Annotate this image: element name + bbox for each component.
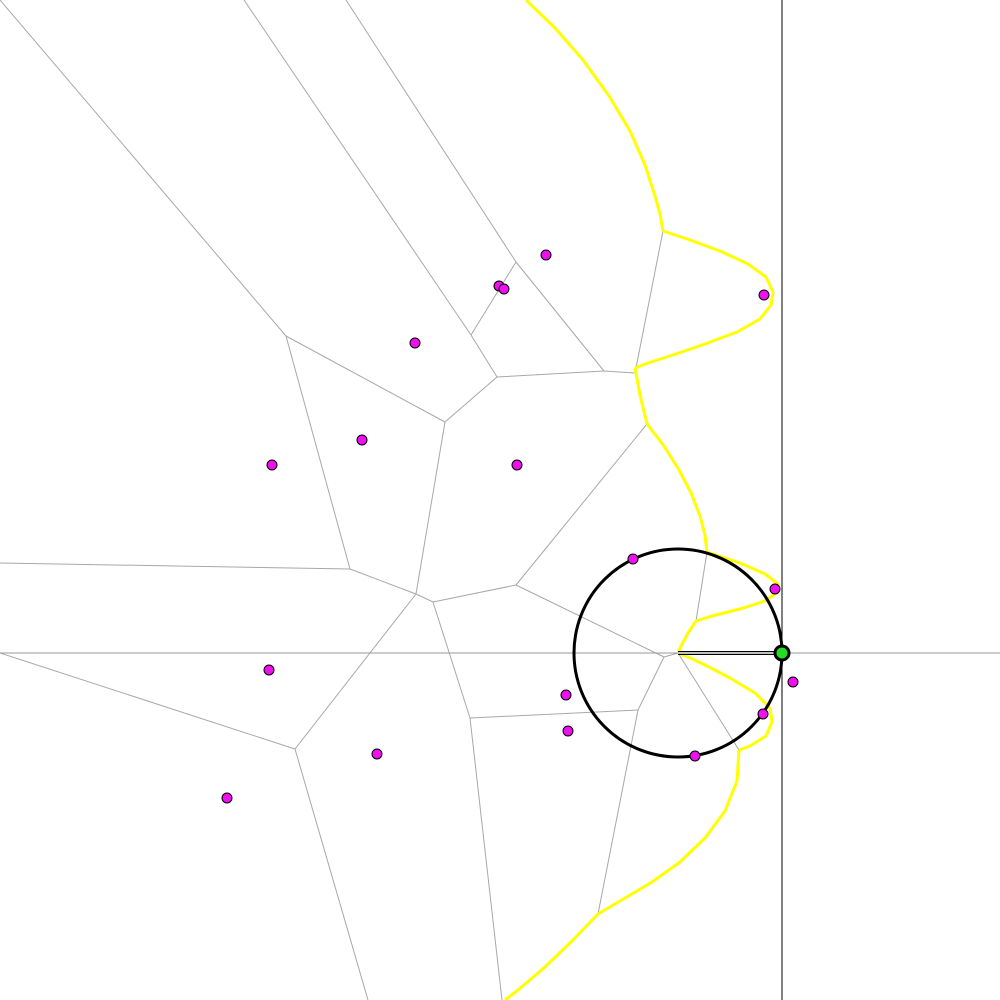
beach-line-arc: [677, 651, 774, 752]
voronoi-edge: [349, 568, 417, 595]
voronoi-edge: [597, 709, 639, 915]
voronoi-edge: [663, 652, 679, 658]
site-point: [266, 459, 278, 471]
voronoi-edge: [432, 584, 517, 603]
voronoi-edge: [285, 335, 351, 570]
site-point: [221, 792, 233, 804]
voronoi-edge: [469, 709, 639, 719]
voronoi-edge: [243, 0, 472, 336]
voronoi-edge: [294, 748, 369, 1000]
site-point: [409, 337, 421, 349]
site-point: [263, 664, 275, 676]
site-point: [769, 583, 781, 595]
voronoi-edge: [345, 0, 517, 263]
site-point: [689, 750, 701, 762]
voronoi-edge: [695, 551, 708, 622]
voronoi-edge: [415, 421, 446, 595]
site-point: [511, 459, 523, 471]
voronoi-edge: [0, 0, 287, 337]
beach-line-arc: [645, 423, 709, 553]
voronoi-edge: [515, 261, 605, 372]
voronoi-edge: [677, 652, 740, 751]
beach-line-arc: [633, 367, 649, 425]
voronoi-edge: [415, 593, 434, 603]
voronoi-edge: [603, 370, 636, 374]
site-point: [562, 725, 574, 737]
beach-line-arc: [524, 0, 665, 232]
beach-line-arc: [597, 749, 741, 916]
voronoi-edge: [634, 230, 664, 374]
voronoi-edge: [515, 423, 648, 586]
site-point: [757, 708, 769, 720]
site-point: [371, 748, 383, 760]
focus-point[interactable]: [773, 644, 791, 662]
beach-line-arc: [634, 229, 775, 370]
voronoi-edge: [470, 261, 517, 336]
site-point: [758, 289, 770, 301]
voronoi-edge: [470, 334, 498, 378]
site-point: [787, 676, 799, 688]
voronoi-edge: [515, 584, 665, 658]
site-point: [356, 434, 368, 446]
site-point: [627, 553, 639, 565]
beach-line: [504, 0, 780, 1000]
voronoi-edge: [496, 370, 605, 378]
voronoi-edge: [294, 593, 417, 750]
sites: [221, 249, 799, 804]
site-point: [498, 283, 510, 295]
voronoi-edge: [0, 652, 296, 750]
site-point: [540, 249, 552, 261]
voronoi-edges: [0, 0, 740, 1000]
beach-line-arc: [695, 550, 780, 623]
voronoi-edge: [285, 335, 446, 423]
voronoi-edge: [469, 717, 503, 1000]
voronoi-edge: [444, 376, 498, 423]
site-point: [560, 689, 572, 701]
voronoi-edge: [0, 562, 351, 570]
beach-line-arc: [504, 912, 600, 1000]
voronoi-edge: [432, 601, 471, 719]
beach-line-arc: [676, 620, 698, 654]
voronoi-edge: [637, 656, 665, 711]
